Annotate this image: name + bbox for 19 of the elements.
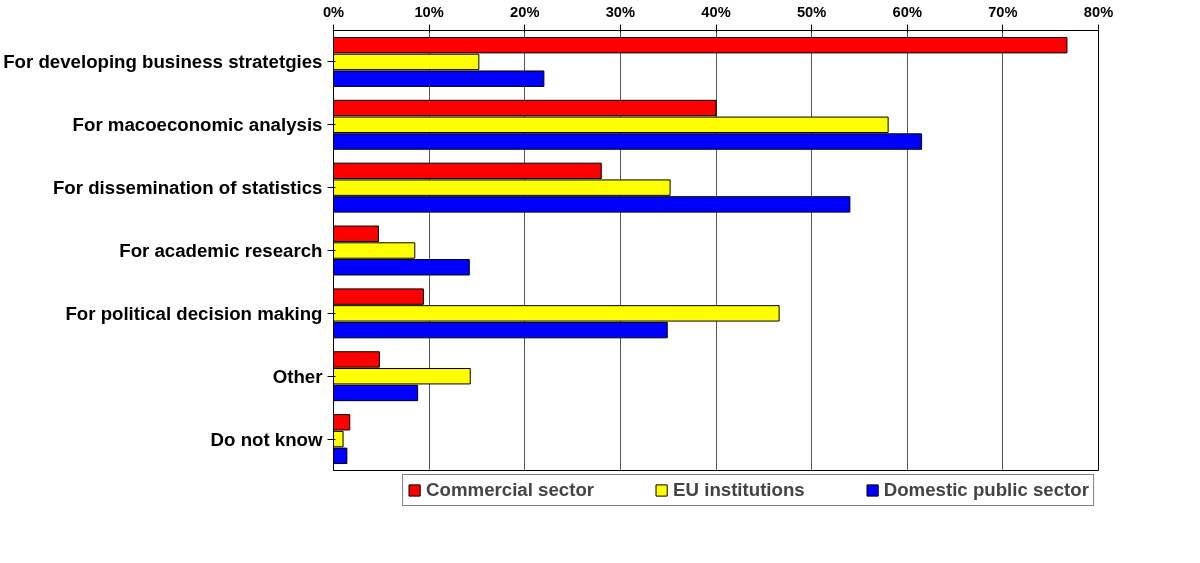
- y-tick-label: For macoeconomic analysis: [72, 114, 323, 136]
- y-tick-label: For political decision making: [65, 302, 323, 324]
- x-tick-label: 20%: [510, 3, 540, 20]
- x-tick-label: 10%: [414, 3, 444, 20]
- y-tick-label: Other: [272, 365, 323, 387]
- x-tick-label: 30%: [605, 3, 636, 20]
- legend-label: Commercial sector: [426, 479, 595, 501]
- x-tick-label: 80%: [1083, 3, 1114, 20]
- legend-label: EU institutions: [673, 479, 805, 501]
- y-tick-label: Do not know: [210, 428, 323, 450]
- x-tick-label: 40%: [701, 3, 731, 20]
- x-tick-label: 60%: [892, 3, 922, 20]
- x-tick-label: 0%: [322, 3, 345, 20]
- y-tick-label: For developing business stratetgies: [3, 51, 323, 73]
- x-tick-label: 70%: [988, 3, 1018, 20]
- y-tick-label: For academic research: [119, 240, 323, 261]
- legend-label: Domestic public sector: [883, 479, 1089, 501]
- y-tick-label: For dissemination of statistics: [52, 177, 323, 199]
- x-tick-label: 50%: [796, 3, 827, 20]
